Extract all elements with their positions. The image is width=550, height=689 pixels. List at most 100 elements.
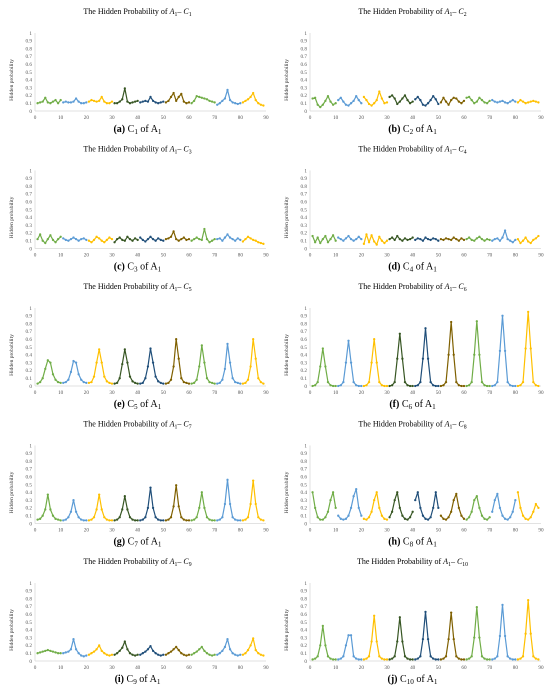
data-point: [503, 634, 507, 638]
data-point: [406, 384, 409, 387]
data-point: [192, 237, 196, 241]
data-point: [82, 102, 85, 105]
data-point: [241, 240, 245, 243]
data-point: [192, 99, 196, 103]
data-point: [355, 657, 358, 660]
data-point: [473, 239, 476, 242]
x-tick-label: 40: [410, 253, 416, 259]
data-point: [249, 644, 252, 647]
y-axis-label: Hidden probability: [284, 196, 290, 238]
data-point: [200, 491, 203, 494]
data-point: [72, 359, 75, 363]
data-point: [342, 239, 345, 242]
data-point: [426, 638, 430, 641]
data-point: [64, 100, 67, 103]
y-axis-label: Hidden probability: [9, 196, 15, 238]
data-point: [131, 653, 134, 656]
data-point: [460, 658, 463, 661]
data-point: [167, 652, 170, 655]
data-point: [257, 102, 260, 105]
data-point: [498, 239, 502, 242]
data-point: [133, 654, 137, 657]
data-point: [416, 384, 419, 387]
data-point: [115, 518, 119, 521]
data-point: [496, 380, 499, 384]
data-point: [126, 235, 129, 238]
data-point: [462, 658, 466, 661]
data-point: [470, 380, 473, 384]
x-tick-label: 60: [186, 253, 192, 259]
data-point: [437, 239, 440, 242]
data-point: [447, 237, 450, 241]
data-point: [465, 658, 468, 661]
data-point: [447, 353, 450, 356]
data-point: [210, 381, 214, 385]
data-point: [198, 648, 201, 651]
data-point: [41, 514, 44, 517]
data-point: [403, 655, 407, 658]
series-line: [466, 320, 490, 387]
data-point: [192, 652, 196, 655]
data-point: [349, 237, 353, 241]
data-point: [262, 654, 265, 657]
data-point: [198, 95, 201, 99]
data-point: [146, 365, 150, 368]
data-point: [128, 652, 132, 655]
data-point: [121, 508, 124, 511]
series-line: [363, 338, 387, 387]
x-tick-label: 10: [333, 390, 339, 396]
data-point: [352, 239, 355, 242]
data-point: [401, 514, 404, 517]
data-point: [419, 655, 422, 658]
data-point: [169, 516, 173, 519]
data-point: [216, 653, 219, 656]
data-point: [485, 518, 489, 521]
data-point: [216, 103, 219, 106]
y-tick-label: 1: [29, 443, 32, 449]
data-point: [326, 380, 330, 384]
y-tick-label: 0.4: [26, 353, 33, 359]
x-tick-label: 0: [309, 528, 312, 534]
x-tick-label: 40: [410, 390, 416, 396]
y-tick-label: 0.4: [301, 78, 308, 84]
y-tick-label: 0.9: [301, 451, 308, 457]
data-point: [195, 650, 198, 653]
data-point: [223, 236, 227, 239]
data-point: [475, 320, 478, 323]
data-point: [236, 519, 239, 522]
data-point: [51, 514, 55, 517]
data-point: [473, 353, 476, 356]
series-line: [466, 96, 491, 104]
data-point: [370, 510, 373, 513]
series-line: [217, 233, 241, 242]
series-line: [363, 491, 388, 521]
data-point: [432, 657, 435, 660]
data-point: [100, 361, 103, 364]
series-line: [37, 359, 61, 385]
y-tick-label: 0.3: [26, 498, 33, 504]
data-point: [185, 519, 188, 522]
y-tick-label: 0.1: [26, 376, 33, 382]
series-line: [37, 233, 62, 244]
data-point: [74, 97, 78, 100]
data-point: [157, 102, 160, 105]
x-tick-label: 50: [161, 665, 167, 671]
data-point: [164, 237, 168, 241]
panel-caption: (b) C2​ of A1​: [388, 124, 437, 136]
data-point: [56, 652, 60, 655]
data-point: [403, 380, 407, 384]
series-line: [37, 97, 62, 104]
data-point: [46, 237, 49, 241]
data-point: [154, 239, 157, 242]
data-point: [432, 506, 435, 510]
y-tick-label: 1: [29, 581, 32, 587]
data-point: [226, 88, 229, 92]
data-point: [329, 498, 332, 502]
data-point: [506, 102, 509, 105]
data-point: [115, 652, 119, 655]
data-point: [59, 652, 62, 655]
data-point: [480, 98, 484, 102]
data-point: [169, 235, 173, 238]
data-point: [80, 102, 83, 105]
data-point: [334, 506, 337, 510]
